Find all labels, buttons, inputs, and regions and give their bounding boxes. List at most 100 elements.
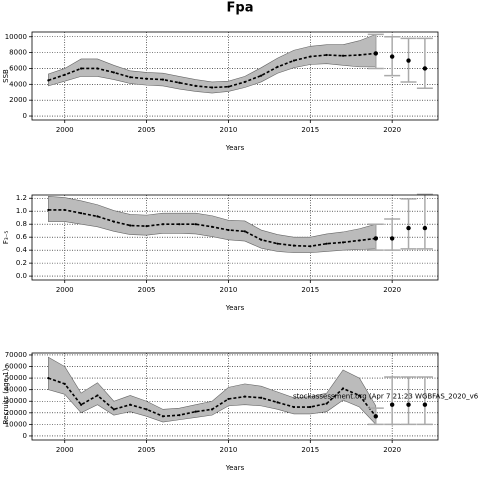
plot-frame: [31, 352, 439, 441]
x-axis-label: Years: [225, 464, 245, 472]
plot-frame: [31, 31, 439, 121]
y-tick-label: 2000: [9, 96, 27, 104]
projection-point: [406, 58, 411, 63]
point: [358, 239, 361, 242]
x-tick-label: 2010: [220, 126, 238, 134]
projection-point: [389, 402, 395, 407]
point: [129, 403, 132, 406]
point: [227, 85, 230, 88]
point: [292, 244, 296, 247]
point: [358, 53, 361, 57]
point: [63, 382, 66, 385]
x-tick-label: 2005: [138, 286, 156, 294]
y-axis-label: Recruits (age 1): [2, 368, 10, 424]
y-tick-label: 0.6: [16, 233, 28, 241]
projection-point: [422, 402, 428, 407]
y-tick-label: 0: [23, 112, 27, 120]
plot-frame: [31, 194, 439, 281]
y-tick-label: 20000: [5, 409, 27, 417]
point: [210, 86, 214, 89]
point: [161, 78, 165, 81]
x-tick-label: 2005: [138, 126, 156, 134]
point: [47, 79, 50, 82]
y-axis-label: SSB: [2, 69, 10, 83]
projection-point: [406, 225, 411, 231]
projection-point: [422, 66, 428, 71]
point: [260, 74, 263, 77]
point: [243, 80, 246, 84]
point: [129, 224, 132, 227]
projection-point: [373, 414, 378, 419]
point: [63, 208, 66, 212]
y-tick-label: 10000: [5, 420, 27, 428]
point: [178, 223, 181, 226]
point: [145, 408, 148, 411]
point: [194, 410, 197, 413]
y-tick-label: 0.0: [16, 272, 27, 280]
chart-title: Fpa: [227, 1, 254, 16]
projection-point: [389, 236, 395, 241]
y-tick-label: 50000: [5, 374, 27, 382]
x-tick-label: 2015: [301, 446, 319, 454]
y-tick-label: 60000: [5, 363, 27, 371]
x-tick-label: 2015: [301, 286, 319, 294]
y-tick-label: 10000: [5, 33, 27, 41]
annotation: stockassessment.org (Apr 7 21:23 WGBFAS_…: [293, 393, 480, 401]
point: [112, 220, 115, 223]
x-tick-label: 2020: [383, 446, 401, 454]
point: [260, 396, 263, 399]
point: [243, 395, 246, 398]
projection-point: [373, 51, 378, 56]
x-tick-label: 2000: [56, 446, 74, 454]
point: [47, 377, 50, 380]
point: [63, 73, 66, 76]
y-tick-label: 30000: [5, 397, 27, 405]
x-tick-label: 2020: [383, 286, 401, 294]
x-tick-label: 2000: [56, 126, 74, 134]
point: [80, 403, 83, 406]
point: [341, 54, 345, 57]
x-tick-label: 2005: [138, 446, 156, 454]
point: [309, 245, 312, 248]
projection-point: [406, 402, 411, 407]
point: [80, 67, 83, 70]
point: [145, 225, 148, 228]
point: [292, 405, 296, 409]
point: [96, 394, 99, 397]
y-tick-label: 8000: [9, 49, 27, 57]
projection-point: [373, 236, 378, 241]
y-tick-label: 6000: [9, 64, 27, 72]
point: [194, 223, 197, 226]
point: [292, 59, 296, 62]
y-tick-label: 1.0: [16, 207, 27, 215]
y-tick-label: 0.8: [16, 220, 27, 228]
point: [276, 242, 279, 245]
point: [129, 76, 132, 79]
point: [227, 228, 230, 232]
y-tick-label: 0.2: [16, 259, 27, 267]
y-tick-label: 70000: [5, 351, 27, 359]
point: [210, 225, 214, 228]
point: [276, 65, 279, 68]
y-axis-label: F₃₋₅: [2, 231, 10, 245]
x-tick-label: 2015: [301, 126, 319, 134]
confidence-band: [48, 356, 377, 426]
point: [47, 208, 50, 212]
point: [276, 401, 279, 404]
point: [325, 53, 328, 57]
y-tick-label: 40000: [5, 386, 27, 394]
point: [309, 55, 312, 58]
projection-point: [422, 225, 428, 231]
y-tick-label: 0: [23, 432, 27, 440]
point: [96, 67, 99, 70]
point: [178, 414, 181, 417]
point: [161, 223, 165, 226]
y-tick-label: 0.4: [16, 246, 28, 254]
point: [145, 77, 148, 80]
y-tick-label: 4000: [9, 80, 27, 88]
x-axis-label: Years: [225, 304, 245, 312]
point: [341, 241, 345, 244]
point: [96, 215, 99, 218]
x-tick-label: 2010: [220, 286, 238, 294]
